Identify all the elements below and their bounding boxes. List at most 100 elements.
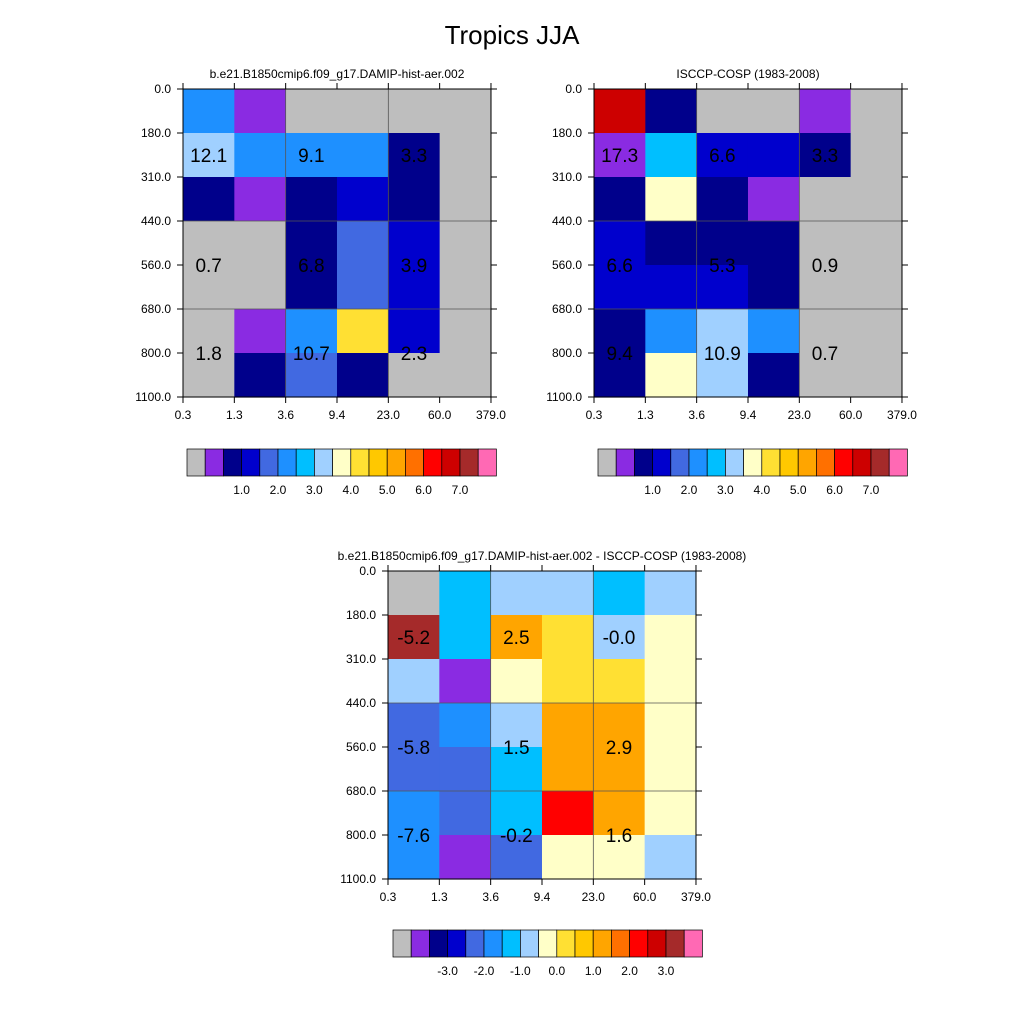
heatmap-cell-r5-c0 (594, 309, 646, 354)
y-tick-label: 560.0 (346, 740, 376, 754)
heatmap-cell-r2-c1 (439, 659, 492, 704)
panel-difference: b.e21.B1850cmip6.f09_g17.DAMIP-hist-aer.… (338, 549, 747, 978)
y-tick-label: 1100.0 (546, 390, 582, 404)
heatmap-cell-r6-c3 (336, 353, 389, 398)
heatmap-cell-r6-c0 (388, 835, 440, 880)
heatmap-cell-r1-c3 (747, 133, 800, 178)
heatmap-cell-r4-c0 (594, 265, 646, 310)
panel-observation: ISCCP-COSP (1983-2008) 0.3 1.3 3.6 9.4 23.0 60… (546, 67, 917, 497)
block-value-label: 3.9 (401, 256, 427, 277)
colorbar-box (647, 929, 667, 958)
x-tick-label: 3.6 (277, 408, 294, 422)
heatmap-cell-r1-c2 (285, 133, 338, 178)
heatmap-cell-r0-c2 (490, 571, 543, 616)
x-tick-label: 23.0 (582, 890, 606, 904)
heatmap-cell-r2-c0 (183, 177, 235, 222)
heatmap-cell-r3-c2 (696, 221, 749, 266)
heatmap-cell-r0-c0 (183, 89, 235, 134)
colorbar-box (465, 929, 485, 958)
panel-model: b.e21.B1850cmip6.f09_g17.DAMIP-hist-aer.… (135, 67, 506, 497)
heatmap-cell-r4-c3 (747, 265, 800, 310)
heatmap-cell-r6-c3 (541, 835, 594, 880)
y-tick-label: 180.0 (141, 126, 171, 140)
y-tick-label: 310.0 (141, 170, 171, 184)
heatmap-cell-r2-c3 (336, 177, 389, 222)
heatmap-cell-r5-c2 (285, 309, 338, 354)
heatmap-cell-r3-c0 (594, 221, 646, 266)
colorbar-box (410, 929, 430, 958)
panel-title: b.e21.B1850cmip6.f09_g17.DAMIP-hist-aer.… (210, 67, 465, 81)
heatmap-cell-r0-c2 (285, 89, 338, 134)
heatmap-cell-r2-c4 (799, 177, 852, 222)
heatmap-cell-r4-c1 (234, 265, 287, 310)
heatmap-cell-r1-c4 (593, 615, 646, 660)
heatmap-cell-r0-c5 (439, 89, 492, 134)
heatmap-cell-r4-c3 (336, 265, 389, 310)
colorbar-label: 3.0 (306, 483, 323, 497)
y-tick-label: 800.0 (346, 828, 376, 842)
colorbar-box (483, 929, 503, 958)
heatmap-cell-r5-c0 (183, 309, 235, 354)
heatmap-cell-r1-c5 (850, 133, 903, 178)
colorbar-box (392, 929, 412, 958)
heatmap-cell-r4-c5 (439, 265, 492, 310)
heatmap-cell-r6-c4 (799, 353, 852, 398)
heatmap-cell-r3-c2 (490, 703, 543, 748)
colorbar-box (670, 448, 690, 477)
colorbar-box (501, 929, 521, 958)
heatmap-cell-r4-c0 (183, 265, 235, 310)
colorbar-box (870, 448, 890, 477)
heatmap-cell-r6-c5 (850, 353, 903, 398)
heatmap-cell-r2-c2 (285, 177, 338, 222)
heatmap-cell-r5-c3 (541, 791, 594, 836)
y-tick-label: 440.0 (141, 214, 171, 228)
heatmap-cell-r3-c5 (439, 221, 492, 266)
heatmap-cell-r4-c5 (850, 265, 903, 310)
block-value-label: 3.3 (401, 146, 427, 167)
heatmap-cell-r1-c2 (490, 615, 543, 660)
colorbar-box (277, 448, 297, 477)
heatmap-cell-r6-c1 (645, 353, 698, 398)
x-tick-label: 0.3 (380, 890, 397, 904)
colorbar-box (761, 448, 781, 477)
block-value-label: 5.3 (709, 256, 735, 277)
colorbar-box (186, 448, 206, 477)
x-tick-label: 1.3 (637, 408, 654, 422)
colorbar-box (423, 448, 443, 477)
y-tick-label: 560.0 (552, 258, 582, 272)
heatmap-cell-r5-c3 (747, 309, 800, 354)
block-value-label: 17.3 (601, 146, 638, 167)
heatmap-cell-r0-c0 (388, 571, 440, 616)
heatmap-cell-r5-c4 (388, 309, 441, 354)
heatmap-cell-r5-c1 (439, 791, 492, 836)
colorbar-label: 2.0 (621, 964, 638, 978)
heatmap-cell-r1-c4 (388, 133, 441, 178)
heatmap-cell-r4-c1 (439, 747, 492, 792)
colorbar-label: -3.0 (437, 964, 458, 978)
colorbar-label: 4.0 (342, 483, 359, 497)
block-value-label: 3.3 (812, 146, 838, 167)
y-tick-label: 0.0 (154, 82, 171, 96)
heatmap-cell-r3-c5 (644, 703, 697, 748)
x-tick-label: 0.3 (586, 408, 603, 422)
heatmap-cell-r3-c0 (183, 221, 235, 266)
colorbar-box (459, 448, 479, 477)
colorbar-label: 5.0 (379, 483, 396, 497)
x-tick-label: 23.0 (377, 408, 401, 422)
heatmap-cell-r1-c1 (439, 615, 492, 660)
colorbar-label: 7.0 (452, 483, 469, 497)
heatmap-cell-r1-c0 (594, 133, 646, 178)
block-value-label: 10.7 (293, 344, 330, 365)
block-value-label: 12.1 (190, 146, 227, 167)
heatmap-cell-r1-c5 (439, 133, 492, 178)
colorbar-box (615, 448, 635, 477)
colorbar-box (706, 448, 726, 477)
colorbar-box (538, 929, 558, 958)
heatmap-cell-r5-c1 (645, 309, 698, 354)
heatmap-cell-r6-c2 (490, 835, 543, 880)
block-value-label: -7.6 (397, 826, 430, 847)
heatmap-cell-r0-c0 (594, 89, 646, 134)
heatmap-cell-r2-c5 (439, 177, 492, 222)
colorbar-box (597, 448, 617, 477)
heatmap-cell-r5-c5 (850, 309, 903, 354)
